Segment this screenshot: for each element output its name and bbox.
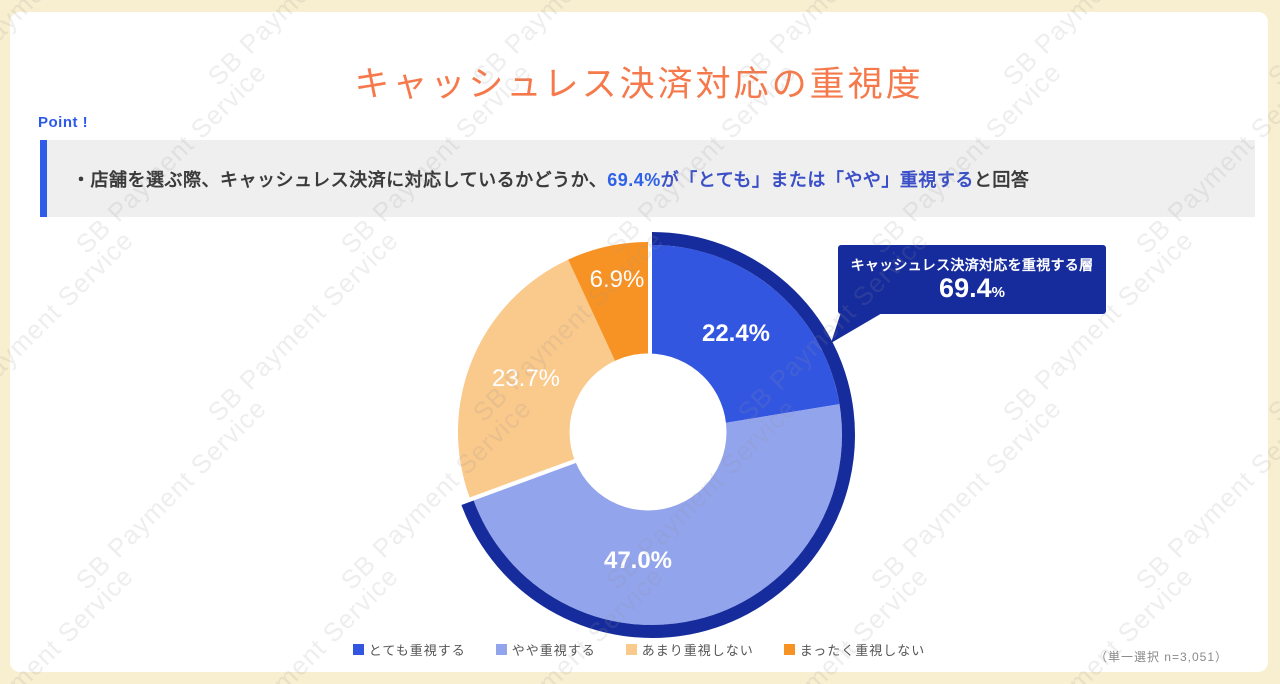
legend-item-yaya: やや重視する [495, 640, 596, 659]
legend-label-yaya: やや重視する [511, 643, 596, 658]
legend-label-amari: あまり重視しない [641, 643, 754, 658]
legend-swatch-yaya [495, 644, 507, 655]
slice-label-yaya: 47.0% [603, 547, 673, 574]
slice-label-amari: 23.7% [491, 365, 561, 392]
report-card: キャッシュレス決済対応の重視度 Point ! ・店舗を選ぶ際、キャッシュレス決… [10, 12, 1268, 672]
donut-slice-3 [568, 242, 648, 362]
legend-label-mattaku: まったく重視しない [799, 643, 926, 658]
chart-legend: とても重視する やや重視する あまり重視しない まったく重視しない [10, 640, 1268, 659]
page-title: キャッシュレス決済対応の重視度 [354, 65, 924, 104]
callout-value: 69.4% [939, 272, 1005, 304]
sample-size-note: （単一選択 n=3,051） [1094, 650, 1228, 664]
slice-label-mattaku: 6.9% [589, 266, 645, 293]
callout-value-number: 69.4 [939, 272, 992, 303]
legend-item-amari: あまり重視しない [625, 640, 754, 659]
donut-slice-1 [473, 404, 842, 625]
point-text-prefix: ・店舗を選ぶ際、キャッシュレス決済に対応しているかどうか、 [72, 169, 608, 190]
point-box: ・店舗を選ぶ際、キャッシュレス決済に対応しているかどうか、69.4%が「とても」… [40, 140, 1255, 217]
watermark-text: SB Payment Service [0, 392, 8, 596]
donut-chart-svg [458, 232, 855, 638]
point-text: ・店舗を選ぶ際、キャッシュレス決済に対応しているかどうか、69.4%が「とても」… [72, 166, 1029, 192]
point-text-suffix: と回答 [973, 169, 1030, 190]
legend-label-totemo: とても重視する [368, 643, 466, 658]
legend-item-totemo: とても重視する [352, 640, 466, 659]
point-text-highlight-number: 69.4% [607, 169, 661, 190]
legend-swatch-amari [625, 644, 637, 655]
highlight-callout: キャッシュレス決済対応を重視する層 69.4% [838, 245, 1106, 314]
callout-pointer-icon [831, 309, 889, 343]
point-text-highlight: が「とても」または「やや」重視する [660, 169, 974, 190]
legend-swatch-totemo [352, 644, 364, 655]
legend-swatch-mattaku [783, 644, 795, 655]
slice-label-totemo: 22.4% [701, 320, 771, 347]
point-label: Point ! [38, 114, 89, 131]
highlight-ring [461, 232, 855, 638]
donut-hole [569, 353, 727, 511]
watermark-text: SB Payment Service [0, 56, 8, 260]
donut-chart: 22.4% 47.0% 23.7% 6.9% [433, 217, 873, 657]
legend-item-mattaku: まったく重視しない [783, 640, 926, 659]
callout-value-unit: % [991, 283, 1005, 301]
callout-label: キャッシュレス決済対応を重視する層 [850, 256, 1094, 273]
donut-slice-2 [458, 259, 616, 498]
